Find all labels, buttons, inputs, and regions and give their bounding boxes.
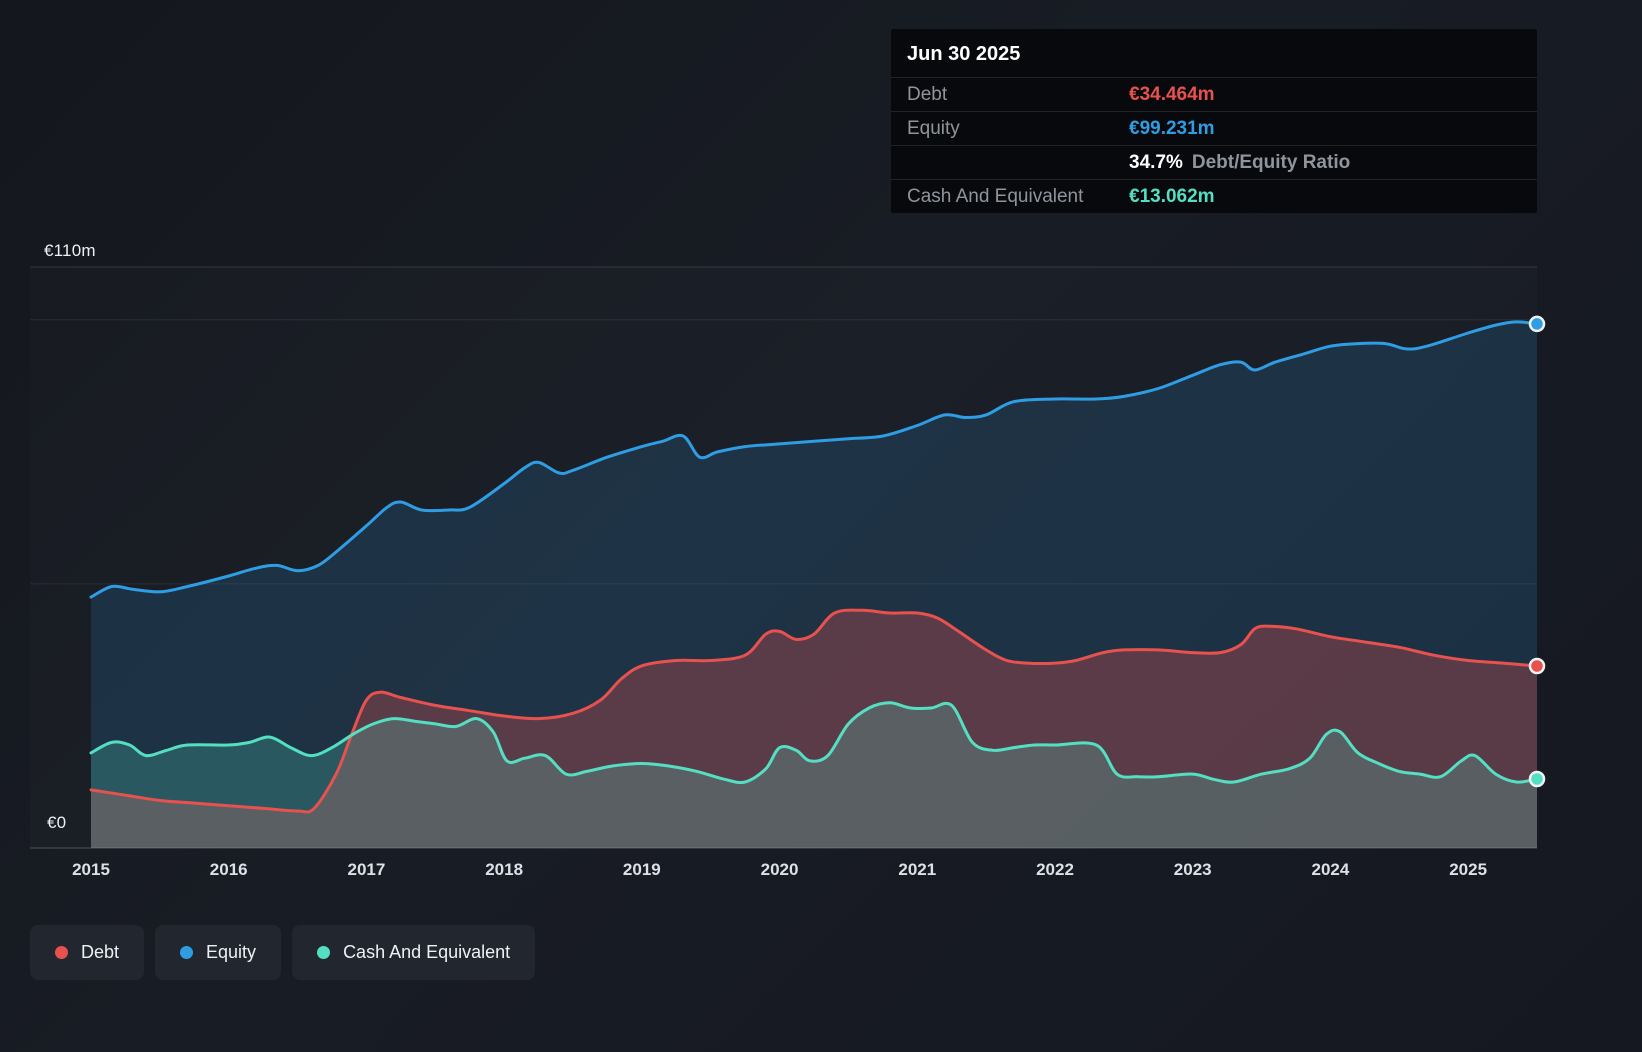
x-axis-label-2025: 2025 <box>1449 860 1488 879</box>
tooltip-equity-value: €99.231m <box>1129 117 1215 139</box>
y-axis-label-top: €110m <box>44 241 96 260</box>
tooltip-cash-label: Cash And Equivalent <box>907 185 1084 207</box>
legend-item-cash[interactable]: Cash And Equivalent <box>292 925 536 980</box>
endpoint-marker-cash-and-equivalent <box>1528 770 1546 788</box>
endpoint-marker-equity <box>1528 315 1546 333</box>
line-cash-and-equivalent <box>89 701 1539 785</box>
x-axis-label-2024: 2024 <box>1311 860 1350 879</box>
x-axis-label-2017: 2017 <box>347 860 386 879</box>
area-cash-and-equivalent <box>91 702 1537 848</box>
area-debt <box>91 610 1537 848</box>
tooltip-ratio-value: 34.7% <box>1129 151 1183 173</box>
x-axis: 2015 2016 2017 2018 2019 2020 2021 2022 2023 2024… <box>0 860 1642 888</box>
x-axis-label-2022: 2022 <box>1036 860 1074 879</box>
tooltip: Jun 30 2025 Debt €34.464m Equity €99.231… <box>891 29 1537 213</box>
tooltip-date: Jun 30 2025 <box>907 43 1021 65</box>
cash-dot-icon <box>317 946 331 959</box>
area-equity <box>91 321 1537 849</box>
endpoint-marker-debt <box>1528 657 1546 675</box>
tooltip-row-ratio: 34.7% Debt/Equity Ratio <box>891 145 1537 179</box>
tooltip-ratio-label: Debt/Equity Ratio <box>1191 151 1351 173</box>
tooltip-cash-value: €13.062m <box>1129 185 1215 207</box>
debt-dot-icon <box>55 946 68 959</box>
legend-item-debt[interactable]: Debt <box>30 925 145 980</box>
tooltip-row-debt: Debt €34.464m <box>891 77 1537 111</box>
legend-equity-label: Equity <box>206 942 257 962</box>
tooltip-debt-value: €34.464m <box>1129 83 1215 105</box>
line-debt <box>89 608 1539 814</box>
tooltip-row-equity: Equity €99.231m <box>891 111 1537 145</box>
x-axis-label-2021: 2021 <box>898 860 937 879</box>
legend-item-equity[interactable]: Equity <box>155 925 282 980</box>
x-axis-label-2023: 2023 <box>1173 860 1212 879</box>
x-axis-label-2018: 2018 <box>485 860 524 879</box>
legend-cash-label: Cash And Equivalent <box>343 942 511 962</box>
tooltip-row-cash: Cash And Equivalent €13.062m <box>891 179 1537 213</box>
tooltip-equity-label: Equity <box>907 117 960 139</box>
equity-dot-icon <box>180 946 194 959</box>
legend: Debt Equity Cash And Equivalent <box>30 925 536 980</box>
x-axis-label-2016: 2016 <box>209 860 248 879</box>
x-axis-label-2019: 2019 <box>622 860 661 879</box>
y-axis-label-zero: €0 <box>47 813 67 832</box>
x-axis-label-2015: 2015 <box>72 860 110 879</box>
legend-debt-label: Debt <box>81 942 120 962</box>
line-equity <box>89 320 1539 599</box>
x-axis-label-2020: 2020 <box>760 860 799 879</box>
tooltip-debt-label: Debt <box>907 83 948 105</box>
